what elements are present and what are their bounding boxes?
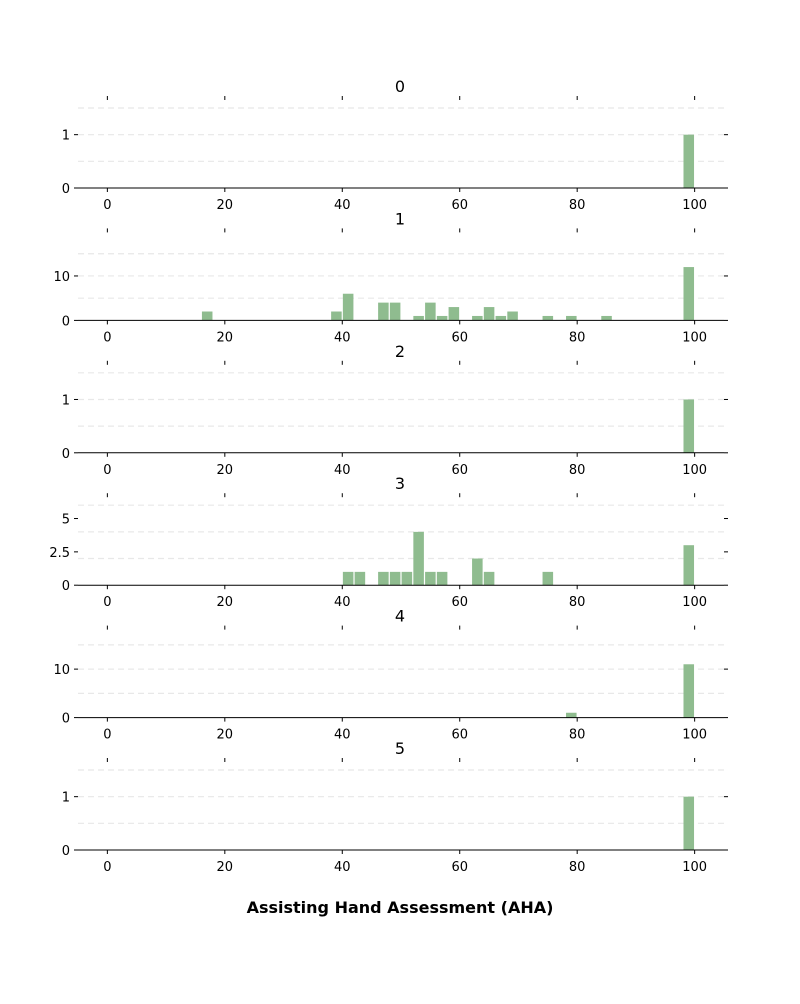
bar [683,267,695,321]
x-tick-label: 0 [103,860,111,875]
x-tick-label: 40 [334,595,351,610]
bar [354,571,366,586]
bar [483,307,495,321]
x-tick-label: 0 [103,595,111,610]
x-tick-label: 40 [334,463,351,478]
x-tick-label: 40 [334,330,351,345]
x-tick-label: 80 [569,198,586,213]
panel-4: 0 20 40 60 80 100 0 10 4 [53,607,728,743]
y-tick-label: 0 [62,182,70,197]
y-tick-label: 1 [62,393,70,408]
panel-title: 1 [395,209,405,228]
panel-3: 0 20 40 60 80 100 0 2.5 5 3 [49,474,728,610]
panel-0: 0 20 40 60 80 100 0 1 0 [62,77,728,213]
x-tick-label: 100 [682,198,707,213]
panel-title: 2 [395,342,405,361]
x-tick-label: 100 [682,463,707,478]
x-tick-label: 80 [569,860,586,875]
x-tick-label: 60 [451,330,468,345]
x-tick-label: 60 [451,860,468,875]
bar [389,302,401,321]
y-tick-label: 0 [62,447,70,462]
x-tick-label: 60 [451,595,468,610]
bar [495,315,507,321]
panel-title: 4 [395,607,405,626]
x-tick-label: 20 [217,860,234,875]
x-tick-label: 20 [217,330,234,345]
figure-x-axis-label: Assisting Hand Assessment (AHA) [246,898,554,917]
y-tick-label: 5 [62,513,70,528]
bar [683,399,695,453]
bar [413,315,424,321]
y-tick-label: 10 [53,663,70,678]
x-tick-label: 60 [451,198,468,213]
bar [378,571,389,586]
bar [378,302,389,321]
bar [507,311,518,321]
panel-2: 0 20 40 60 80 100 0 1 2 [62,342,728,478]
x-tick-label: 0 [103,728,111,743]
panel-title: 3 [395,474,405,493]
panel-5: 0 20 40 60 80 100 0 1 5 [62,739,728,875]
y-tick-label: 1 [62,129,70,144]
bar [448,307,460,321]
bar [683,664,695,718]
bar [483,571,495,586]
bar [425,571,436,586]
x-tick-label: 100 [682,728,707,743]
bar [342,293,354,321]
bar [472,315,483,321]
bar [389,571,401,586]
bar [601,315,612,321]
x-tick-label: 60 [451,728,468,743]
x-tick-label: 20 [217,463,234,478]
x-tick-label: 20 [217,728,234,743]
bar [683,796,695,850]
y-tick-label: 0 [62,314,70,329]
bar [472,558,483,586]
bar [413,531,424,586]
x-tick-label: 80 [569,330,586,345]
bar [542,315,554,321]
x-tick-label: 80 [569,595,586,610]
x-tick-label: 0 [103,463,111,478]
x-tick-label: 0 [103,330,111,345]
x-tick-label: 40 [334,728,351,743]
x-tick-label: 60 [451,463,468,478]
bar [566,315,577,321]
panel-title: 0 [395,77,405,96]
y-tick-label: 2.5 [49,546,70,561]
y-tick-label: 1 [62,791,70,806]
bar [201,311,213,321]
bar [683,134,695,188]
x-tick-label: 20 [217,198,234,213]
x-tick-label: 80 [569,463,586,478]
x-tick-label: 0 [103,198,111,213]
x-tick-label: 100 [682,860,707,875]
panel-1: 0 20 40 60 80 100 0 10 1 [53,209,728,345]
bar [342,571,354,586]
bar [683,545,695,586]
bar [401,571,413,586]
x-tick-label: 40 [334,860,351,875]
bar [436,315,448,321]
x-tick-label: 100 [682,330,707,345]
x-tick-label: 20 [217,595,234,610]
x-tick-label: 100 [682,595,707,610]
y-tick-label: 10 [53,270,70,285]
panel-title: 5 [395,739,405,758]
bar [331,311,342,321]
y-tick-label: 0 [62,844,70,859]
bar [436,571,448,586]
x-tick-label: 80 [569,728,586,743]
x-tick-label: 40 [334,198,351,213]
bar [425,302,436,321]
bar [542,571,554,586]
y-tick-label: 0 [62,712,70,727]
y-tick-label: 0 [62,579,70,594]
bar [566,712,577,718]
